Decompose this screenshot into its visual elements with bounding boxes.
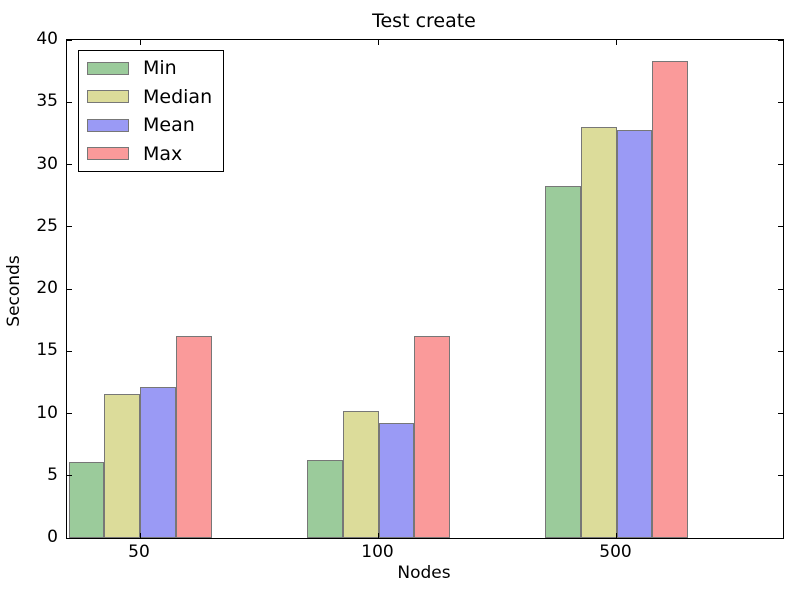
legend-swatch-min [87,61,129,75]
bar-max-500 [652,61,688,538]
y-tick-mark [67,350,72,352]
legend-item-min: Min [87,57,223,79]
x-tick-mark [139,40,141,45]
bar-min-100 [307,459,343,538]
x-tick-mark [378,40,379,45]
x-tick-mark [139,533,141,538]
x-tick-mark [616,40,617,45]
bar-median-50 [104,393,140,538]
x-tick-mark [378,533,379,538]
bar-median-500 [580,127,617,538]
y-tick-label: 10 [36,402,58,423]
x-tick-mark [616,533,617,538]
y-tick-mark [778,39,783,41]
bar-median-100 [342,411,379,538]
chart-title: Test create [372,10,476,32]
bar-max-100 [414,336,450,538]
y-tick-mark [778,475,783,477]
bar-mean-100 [378,423,415,538]
legend-label: Max [143,142,183,165]
legend-swatch-median [87,90,129,104]
y-tick-mark [67,164,72,165]
y-tick-mark [67,413,72,414]
bar-min-500 [545,185,581,538]
y-tick-mark [778,164,783,165]
y-tick-label: 15 [36,340,58,361]
y-tick-mark [778,413,783,414]
plot-area [66,39,784,539]
y-tick-mark [778,537,783,539]
bar-mean-500 [616,129,653,538]
bar-max-50 [175,336,212,538]
legend-swatch-max [87,147,129,161]
y-tick-mark [67,226,72,228]
legend-swatch-mean [87,118,129,132]
x-tick-label: 50 [128,542,150,562]
legend-item-median: Median [87,86,223,108]
bar-mean-50 [140,387,176,538]
legend-label: Min [143,57,177,80]
y-tick-label: 20 [36,278,58,298]
y-tick-label: 0 [47,527,58,547]
y-tick-label: 5 [47,464,58,485]
y-tick-mark [778,350,783,352]
y-tick-mark [67,39,72,41]
bar-min-50 [68,462,105,538]
y-tick-mark [778,226,783,228]
y-tick-label: 40 [36,29,58,49]
y-tick-label: 35 [36,91,58,112]
legend-label: Median [143,85,213,108]
y-tick-mark [778,288,783,290]
legend-item-max: Max [87,143,223,165]
legend: Min Median Mean Max [78,50,224,172]
y-tick-label: 25 [36,215,58,236]
x-tick-label: 100 [361,542,394,562]
legend-item-mean: Mean [87,114,223,136]
x-tick-label: 500 [599,542,632,562]
legend-label: Mean [143,114,195,137]
x-axis-label: Nodes [397,563,451,583]
y-tick-label: 30 [36,153,58,174]
y-tick-mark [67,101,72,103]
y-tick-mark [67,475,72,477]
y-tick-mark [67,288,72,290]
y-tick-mark [778,101,783,103]
y-tick-mark [67,537,72,539]
